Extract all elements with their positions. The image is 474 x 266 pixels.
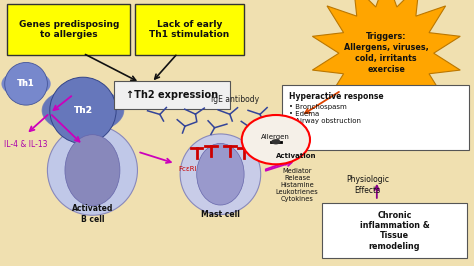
Ellipse shape	[180, 134, 261, 214]
FancyBboxPatch shape	[7, 4, 130, 55]
Ellipse shape	[43, 87, 123, 134]
Ellipse shape	[2, 70, 50, 97]
Ellipse shape	[197, 143, 244, 205]
Text: Chronic
inflammation &
Tissue
remodeling: Chronic inflammation & Tissue remodeling	[360, 211, 429, 251]
Ellipse shape	[43, 87, 123, 134]
Ellipse shape	[2, 70, 50, 97]
Text: Th2: Th2	[73, 106, 92, 115]
Text: ↑Th2 expression: ↑Th2 expression	[126, 90, 218, 100]
Text: Activation: Activation	[276, 153, 317, 159]
Ellipse shape	[65, 135, 120, 206]
Ellipse shape	[43, 87, 123, 134]
FancyBboxPatch shape	[282, 85, 469, 150]
FancyBboxPatch shape	[322, 203, 467, 258]
Ellipse shape	[42, 88, 124, 133]
Ellipse shape	[2, 70, 49, 98]
Text: Physiologic
Effects: Physiologic Effects	[346, 175, 389, 194]
Ellipse shape	[42, 88, 124, 133]
Text: Activated
B cell: Activated B cell	[72, 205, 113, 224]
Ellipse shape	[2, 70, 49, 98]
Text: Genes predisposing
to allergies: Genes predisposing to allergies	[18, 20, 119, 39]
Ellipse shape	[242, 115, 310, 164]
FancyBboxPatch shape	[135, 4, 244, 55]
Circle shape	[271, 139, 281, 144]
Text: Lack of early
Th1 stimulation: Lack of early Th1 stimulation	[149, 20, 230, 39]
Text: Th2: Th2	[73, 106, 92, 115]
Ellipse shape	[5, 63, 47, 105]
Text: Th1: Th1	[17, 79, 35, 88]
Ellipse shape	[43, 87, 123, 134]
FancyBboxPatch shape	[114, 81, 230, 109]
Text: FcεRI: FcεRI	[178, 166, 197, 172]
Ellipse shape	[47, 125, 137, 215]
Text: Triggers:
Allergens, viruses,
cold, irritants
exercise: Triggers: Allergens, viruses, cold, irri…	[344, 32, 428, 74]
Ellipse shape	[50, 77, 116, 144]
Polygon shape	[312, 0, 460, 129]
Text: IgE antibody: IgE antibody	[210, 95, 259, 104]
Text: IL-4 & IL-13: IL-4 & IL-13	[4, 140, 48, 149]
Ellipse shape	[2, 70, 50, 98]
Ellipse shape	[2, 70, 50, 98]
Ellipse shape	[42, 88, 124, 133]
Text: • Bronchospasm
• Edema
• Airway obstruction: • Bronchospasm • Edema • Airway obstruct…	[289, 104, 361, 124]
Text: Hyperactive response: Hyperactive response	[289, 92, 384, 101]
Text: Mast cell: Mast cell	[201, 210, 240, 219]
Text: Mediator
Release
Histamine
Leukotrienes
Cytokines: Mediator Release Histamine Leukotrienes …	[276, 168, 319, 202]
Ellipse shape	[43, 88, 123, 133]
Ellipse shape	[1, 70, 51, 97]
Text: Allergen: Allergen	[262, 134, 290, 140]
Text: Th1: Th1	[18, 79, 34, 88]
Ellipse shape	[43, 88, 123, 133]
Ellipse shape	[1, 70, 51, 97]
Ellipse shape	[42, 88, 124, 133]
